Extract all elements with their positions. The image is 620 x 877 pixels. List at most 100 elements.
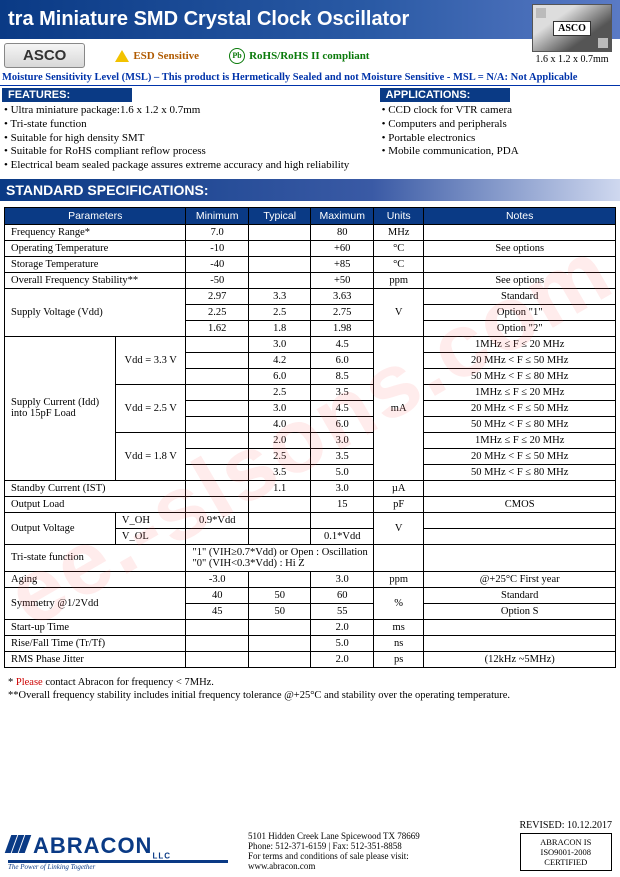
list-item: Electrical beam sealed package assures e… [4,159,360,173]
foot1-star: * [8,677,16,688]
table-row: Start-up Time2.0ms [5,619,616,635]
table-cell: 20 MHz < F ≤ 50 MHz [424,352,616,368]
logo-slashes-icon [8,833,29,859]
table-cell [186,651,249,667]
table-cell: -10 [186,240,249,256]
table-cell: 50 [248,587,311,603]
table-cell [424,480,616,496]
rohs-badge: Pb RoHS/RoHS II compliant [229,48,369,64]
table-cell: 8.5 [311,368,374,384]
table-cell: °C [373,256,423,272]
table-cell: 20 MHz < F ≤ 50 MHz [424,448,616,464]
table-cell: µA [373,480,423,496]
table-cell [186,619,249,635]
table-cell: 1MHz ≤ F ≤ 20 MHz [424,432,616,448]
table-cell: 6.0 [311,352,374,368]
table-cell [248,635,311,651]
table-cell: @+25°C First year [424,571,616,587]
table-cell: 20 MHz < F ≤ 50 MHz [424,400,616,416]
list-item: Ultra miniature package:1.6 x 1.2 x 0.7m… [4,104,360,118]
cert-line1: ABRACON IS [527,837,606,847]
part-number: ASCO [4,43,85,68]
list-item: Tri-state function [4,118,360,132]
table-cell: 2.5 [248,384,311,400]
table-cell [248,512,311,528]
revised-date: REVISED: 10.12.2017 [520,820,613,831]
table-cell: 3.0 [311,480,374,496]
table-cell: Option "2" [424,320,616,336]
table-row: Tri-state function"1" (VIH≥0.7*Vdd) or O… [5,544,616,571]
table-cell: Vdd = 1.8 V [115,432,186,480]
list-item: Computers and peripherals [382,118,618,132]
table-cell: Frequency Range* [5,224,186,240]
table-header: Maximum [311,207,374,224]
table-cell: Overall Frequency Stability** [5,272,186,288]
table-row: Operating Temperature-10+60°CSee options [5,240,616,256]
foot2: **Overall frequency stability includes i… [8,689,612,703]
table-cell [248,272,311,288]
table-cell: Option "1" [424,304,616,320]
logo-text: ABRACON [33,833,152,858]
table-row: Standby Current (IST)1.13.0µA [5,480,616,496]
table-row: Symmetry @1/2Vdd405060%Standard [5,587,616,603]
table-cell: 0.1*Vdd [311,528,374,544]
table-header: Parameters [5,207,186,224]
logo-block: ABRACONLLC The Power of Linking Together [8,833,228,871]
table-cell [248,528,311,544]
table-cell: mA [373,336,423,480]
page-title: tra Miniature SMD Crystal Clock Oscillat… [0,0,620,39]
addr-line3: For terms and conditions of sale please … [248,851,520,861]
table-row: Storage Temperature-40+85°C [5,256,616,272]
table-row: Output VoltageV_OH0.9*VddV [5,512,616,528]
table-cell [186,416,249,432]
table-cell: ppm [373,272,423,288]
table-cell [186,400,249,416]
table-cell [311,512,374,528]
table-cell: Symmetry @1/2Vdd [5,587,186,619]
table-cell: +60 [311,240,374,256]
table-cell: MHz [373,224,423,240]
table-cell: Standard [424,288,616,304]
table-cell: % [373,587,423,619]
foot1-rest: contact Abracon for frequency < 7MHz. [43,677,214,688]
table-cell: 7.0 [186,224,249,240]
table-cell: 80 [311,224,374,240]
table-cell: 50 [248,603,311,619]
addr-line1: 5101 Hidden Creek Lane Spicewood TX 7866… [248,831,520,841]
table-cell [373,544,423,571]
table-cell: °C [373,240,423,256]
esd-badge: ESD Sensitive [115,50,199,62]
table-cell: ms [373,619,423,635]
table-cell: Standard [424,587,616,603]
table-cell: ps [373,651,423,667]
table-cell [186,368,249,384]
cert-line3: CERTIFIED [527,857,606,867]
table-cell [248,496,311,512]
table-cell: 2.25 [186,304,249,320]
table-cell: 2.0 [248,432,311,448]
esd-label: ESD Sensitive [133,50,199,62]
table-cell [248,224,311,240]
table-cell: Option S [424,603,616,619]
table-cell: 2.5 [248,304,311,320]
table-cell: Operating Temperature [5,240,186,256]
table-header: Minimum [186,207,249,224]
table-cell: 3.0 [311,571,374,587]
table-cell: Supply Current (Idd) into 15pF Load [5,336,116,480]
table-cell [248,256,311,272]
table-cell: 0.9*Vdd [186,512,249,528]
table-cell [248,619,311,635]
table-header: Notes [424,207,616,224]
footnotes: * Please contact Abracon for frequency <… [0,672,620,707]
table-cell: 4.0 [248,416,311,432]
table-cell [424,635,616,651]
table-cell: +85 [311,256,374,272]
table-cell: Output Voltage [5,512,116,544]
features-list: Ultra miniature package:1.6 x 1.2 x 0.7m… [2,102,360,173]
table-cell: "1" (VIH≥0.7*Vdd) or Open : Oscillation … [186,544,374,571]
table-cell: 4.5 [311,400,374,416]
table-cell: Vdd = 3.3 V [115,336,186,384]
esd-icon [115,50,129,62]
table-cell: 5.0 [311,635,374,651]
table-row: Supply Current (Idd) into 15pF LoadVdd =… [5,336,616,352]
